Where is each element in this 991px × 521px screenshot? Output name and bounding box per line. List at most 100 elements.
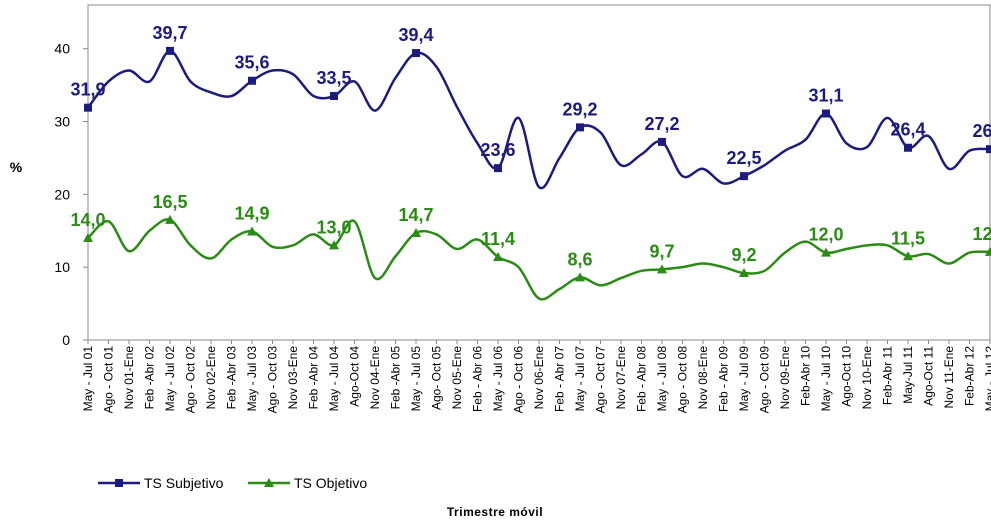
data-label: 22,5 xyxy=(726,148,761,168)
data-point xyxy=(658,137,666,146)
x-tick-label: Ago - Oct 01 xyxy=(102,346,116,414)
y-tick-label: 20 xyxy=(54,186,70,202)
x-tick-label: Nov 08-Ene xyxy=(696,346,710,410)
data-point xyxy=(493,251,503,261)
x-tick-label: Nov 02-Ene xyxy=(204,346,218,410)
data-label: 13,0 xyxy=(316,217,351,237)
data-label: 11,5 xyxy=(891,228,925,248)
x-tick-label: Feb -Abr 05 xyxy=(389,346,403,410)
x-tick-label: Ago - Oct 07 xyxy=(594,346,608,414)
data-point xyxy=(166,46,174,55)
y-tick-label: 0 xyxy=(62,332,70,348)
data-point xyxy=(494,164,502,173)
plot-frame xyxy=(87,4,991,341)
x-tick-label: May-Jul 11 xyxy=(901,346,915,404)
x-tick-label: May - Jul 01 xyxy=(81,346,95,412)
x-tick-label: Ago-Oct 10 xyxy=(840,346,854,407)
x-tick-label: May - Jul 04 xyxy=(327,346,341,412)
data-point xyxy=(986,145,991,154)
data-point xyxy=(247,226,257,236)
x-tick-label: Nov 06-Ene xyxy=(532,346,546,410)
data-label: 8,6 xyxy=(567,249,592,269)
x-tick-label: Nov 03-Ene xyxy=(286,346,300,410)
x-tick-label: Feb-Abr 11 xyxy=(881,346,895,405)
y-tick-label: 30 xyxy=(54,114,70,130)
x-tick-label: Nov 01-Ene xyxy=(122,346,136,410)
data-point xyxy=(739,268,749,277)
y-tick-label: 40 xyxy=(54,41,70,57)
data-label: 39,4 xyxy=(398,25,433,45)
data-point xyxy=(411,227,421,237)
data-label: 14,0 xyxy=(70,210,105,230)
data-label: 27,2 xyxy=(644,114,679,134)
x-tick-label: Ago - Oct 08 xyxy=(676,346,690,414)
x-tick-label: Feb - Abr 07 xyxy=(553,346,567,412)
x-tick-label: Feb -Abr 04 xyxy=(307,346,321,410)
x-tick-label: Feb - Abr 06 xyxy=(471,346,485,412)
data-point xyxy=(740,172,748,181)
series-line xyxy=(87,218,991,301)
x-tick-label: May - Jul 05 xyxy=(409,346,423,412)
x-tick-label: May - Jul 07 xyxy=(573,346,587,412)
x-tick-label: Ago - Oct 09 xyxy=(758,346,772,414)
x-tick-label: Feb -Abr 03 xyxy=(225,346,239,410)
data-label: 14,7 xyxy=(398,205,433,225)
x-tick-label: Nov 11-Ene xyxy=(942,346,956,409)
x-tick-label: Ago - Oct 03 xyxy=(266,346,280,414)
data-point xyxy=(248,76,256,85)
data-label: 9,7 xyxy=(649,241,674,261)
data-point xyxy=(903,251,913,261)
data-point xyxy=(576,123,584,132)
data-label: 12,0 xyxy=(808,225,843,245)
x-tick-label: Ago - Oct 02 xyxy=(184,346,198,414)
x-tick-label: Nov 07-Ene xyxy=(614,346,628,410)
data-label: 12,1 xyxy=(972,224,991,244)
data-point xyxy=(83,233,93,243)
data-point xyxy=(904,143,912,152)
x-tick-label: May - Jul 09 xyxy=(737,346,751,412)
data-label: 29,2 xyxy=(562,99,597,119)
legend-label: TS Objetivo xyxy=(294,475,367,491)
data-point xyxy=(822,109,830,118)
x-tick-label: Nov 05-Ene xyxy=(450,346,464,410)
x-tick-label: Ago-Oct 11 xyxy=(922,346,936,406)
x-tick-label: May - Jul 10 xyxy=(819,346,833,412)
x-axis-label: Trimestre móvil xyxy=(447,505,543,519)
x-tick-label: Nov 04-Ene xyxy=(368,346,382,410)
data-point xyxy=(412,49,420,58)
x-tick-label: May - Jul 02 xyxy=(163,346,177,412)
data-label: 31,9 xyxy=(70,80,105,100)
data-label: 31,1 xyxy=(808,86,843,106)
x-tick-label: Ago-Oct 04 xyxy=(348,346,362,407)
data-point xyxy=(657,264,667,274)
legend-marker xyxy=(115,479,123,487)
data-label: 26,4 xyxy=(890,120,925,140)
x-tick-label: Feb-Abr 12 xyxy=(963,346,977,406)
x-tick-label: May - Jul 03 xyxy=(245,346,259,412)
x-tick-label: Nov 10-Ene xyxy=(860,346,874,410)
x-tick-label: Ago - Oct 06 xyxy=(512,346,526,414)
data-label: 26,2 xyxy=(972,121,991,141)
data-point xyxy=(165,214,175,224)
data-label: 39,7 xyxy=(152,23,187,43)
x-tick-label: Feb -Abr 02 xyxy=(143,346,157,410)
y-axis-label: % xyxy=(10,159,23,175)
x-tick-label: Nov 09-Ene xyxy=(778,346,792,410)
data-point xyxy=(330,92,338,101)
data-point xyxy=(84,103,92,112)
data-point xyxy=(575,272,585,282)
x-tick-label: May - Jul 06 xyxy=(491,346,505,412)
data-label: 35,6 xyxy=(234,53,269,73)
legend-marker xyxy=(264,478,274,487)
data-label: 9,2 xyxy=(731,245,756,265)
series-line xyxy=(87,49,991,190)
data-label: 33,5 xyxy=(316,68,351,88)
x-tick-label: May - Jul 12 xyxy=(983,346,991,412)
data-label: 23,6 xyxy=(480,140,515,160)
data-point xyxy=(329,240,339,250)
data-label: 11,4 xyxy=(481,229,515,249)
data-label: 16,5 xyxy=(152,192,187,212)
data-point xyxy=(821,247,831,257)
data-label: 14,9 xyxy=(234,203,269,223)
